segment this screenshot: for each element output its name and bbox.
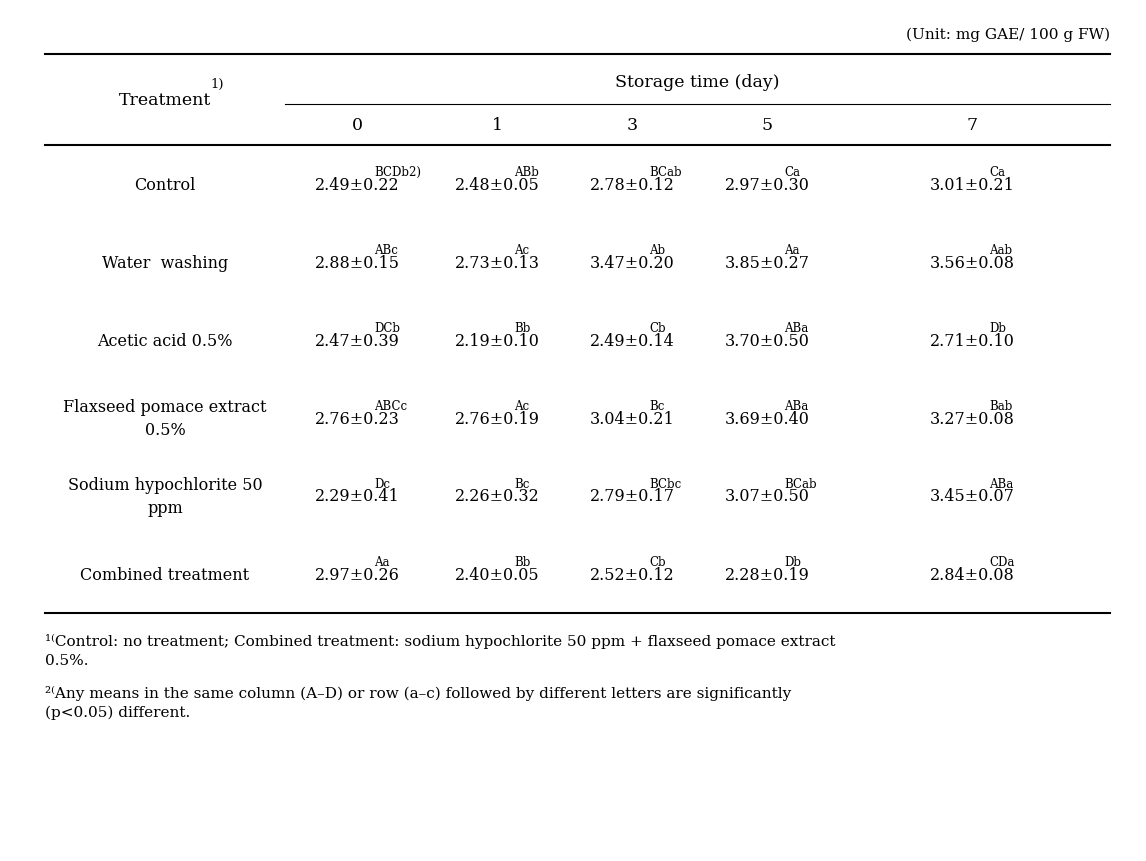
Text: 2.52±0.12: 2.52±0.12 (590, 566, 675, 583)
Text: Ab: Ab (650, 244, 666, 257)
Text: 2.26±0.32: 2.26±0.32 (455, 488, 540, 505)
Text: 2.97±0.26: 2.97±0.26 (315, 566, 400, 583)
Text: (Unit: mg GAE/ 100 g FW): (Unit: mg GAE/ 100 g FW) (905, 28, 1110, 42)
Text: Aa: Aa (375, 555, 390, 568)
Text: 2.73±0.13: 2.73±0.13 (455, 254, 540, 271)
Text: 2.71±0.10: 2.71±0.10 (931, 332, 1015, 349)
Text: Treatment: Treatment (119, 92, 211, 108)
Text: Bc: Bc (650, 400, 665, 412)
Text: 3.45±0.07: 3.45±0.07 (931, 488, 1015, 505)
Text: Db: Db (785, 555, 801, 568)
Text: ABCc: ABCc (375, 400, 408, 412)
Text: Ca: Ca (785, 166, 801, 179)
Text: 3.56±0.08: 3.56±0.08 (931, 254, 1015, 271)
Text: 5: 5 (762, 116, 774, 133)
Text: Flaxseed pomace extract
0.5%: Flaxseed pomace extract 0.5% (63, 399, 267, 438)
Text: BCab: BCab (785, 478, 817, 491)
Text: Aa: Aa (785, 244, 800, 257)
Text: CDa: CDa (989, 555, 1015, 568)
Text: 3: 3 (627, 116, 638, 133)
Text: ABc: ABc (375, 244, 399, 257)
Text: 2.88±0.15: 2.88±0.15 (315, 254, 400, 271)
Text: Ac: Ac (515, 244, 529, 257)
Text: 0.5%.: 0.5%. (45, 653, 88, 667)
Text: 2.49±0.14: 2.49±0.14 (590, 332, 675, 349)
Text: 3.01±0.21: 3.01±0.21 (931, 177, 1015, 193)
Text: Bb: Bb (515, 555, 531, 568)
Text: Combined treatment: Combined treatment (80, 566, 250, 583)
Text: 1: 1 (492, 116, 503, 133)
Text: Sodium hypochlorite 50
ppm: Sodium hypochlorite 50 ppm (68, 477, 262, 516)
Text: Cb: Cb (650, 322, 666, 335)
Text: 2.84±0.08: 2.84±0.08 (931, 566, 1015, 583)
Text: (p<0.05) different.: (p<0.05) different. (45, 705, 190, 720)
Text: Db: Db (989, 322, 1006, 335)
Text: 3.70±0.50: 3.70±0.50 (725, 332, 810, 349)
Text: DCb: DCb (375, 322, 400, 335)
Text: ABb: ABb (515, 166, 540, 179)
Text: ABa: ABa (785, 322, 809, 335)
Text: BCab: BCab (650, 166, 682, 179)
Text: ABa: ABa (785, 400, 809, 412)
Text: 2.47±0.39: 2.47±0.39 (315, 332, 400, 349)
Text: 3.04±0.21: 3.04±0.21 (590, 410, 675, 427)
Text: 2.76±0.23: 2.76±0.23 (315, 410, 400, 427)
Text: ¹⁽Control: no treatment; Combined treatment: sodium hypochlorite 50 ppm + flaxse: ¹⁽Control: no treatment; Combined treatm… (45, 633, 835, 648)
Text: 7: 7 (967, 116, 978, 133)
Text: 3.69±0.40: 3.69±0.40 (725, 410, 810, 427)
Text: BCDb2): BCDb2) (375, 166, 422, 179)
Text: 3.47±0.20: 3.47±0.20 (590, 254, 675, 271)
Text: BCbc: BCbc (650, 478, 682, 491)
Text: 2.97±0.30: 2.97±0.30 (725, 177, 810, 193)
Text: Bb: Bb (515, 322, 531, 335)
Text: 0: 0 (352, 116, 363, 133)
Text: 2.78±0.12: 2.78±0.12 (590, 177, 675, 193)
Text: ²⁽Any means in the same column (A–D) or row (a–c) followed by different letters : ²⁽Any means in the same column (A–D) or … (45, 685, 791, 700)
Text: 2.40±0.05: 2.40±0.05 (455, 566, 540, 583)
Text: 2.76±0.19: 2.76±0.19 (455, 410, 540, 427)
Text: ABa: ABa (989, 478, 1014, 491)
Text: Aab: Aab (989, 244, 1013, 257)
Text: Bc: Bc (515, 478, 529, 491)
Text: Cb: Cb (650, 555, 666, 568)
Text: Dc: Dc (375, 478, 391, 491)
Text: Control: Control (134, 177, 196, 193)
Text: 1): 1) (210, 77, 223, 90)
Text: 2.79±0.17: 2.79±0.17 (590, 488, 675, 505)
Text: Bab: Bab (989, 400, 1013, 412)
Text: Ca: Ca (989, 166, 1005, 179)
Text: 3.07±0.50: 3.07±0.50 (725, 488, 810, 505)
Text: Acetic acid 0.5%: Acetic acid 0.5% (97, 332, 233, 349)
Text: 2.49±0.22: 2.49±0.22 (315, 177, 400, 193)
Text: 2.29±0.41: 2.29±0.41 (315, 488, 400, 505)
Text: Water  washing: Water washing (102, 254, 228, 271)
Text: 2.48±0.05: 2.48±0.05 (455, 177, 540, 193)
Text: 2.28±0.19: 2.28±0.19 (725, 566, 810, 583)
Text: Ac: Ac (515, 400, 529, 412)
Text: 2.19±0.10: 2.19±0.10 (455, 332, 540, 349)
Text: Storage time (day): Storage time (day) (615, 73, 779, 90)
Text: 3.27±0.08: 3.27±0.08 (931, 410, 1015, 427)
Text: 3.85±0.27: 3.85±0.27 (725, 254, 810, 271)
